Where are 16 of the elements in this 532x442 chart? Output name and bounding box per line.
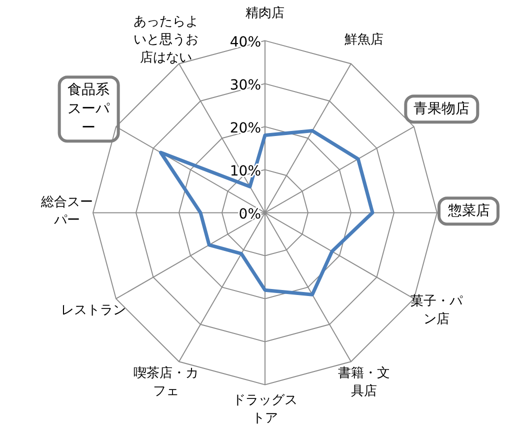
spoke-label: あったらよいと思うお店はない [134,14,198,66]
spoke-label: 青果物店 [414,101,470,118]
y-tick-label: 20% [230,120,261,137]
y-tick-label: 0% [238,206,261,223]
spoke-label: レストラン [61,302,126,318]
y-tick-label: 40% [230,34,261,51]
spoke-label: 総合スーパー [40,194,93,228]
spoke-label: 惣菜店 [447,203,490,220]
spoke-label: 菓子・パン店 [410,294,464,327]
spoke-label: 書籍・文具店 [338,366,390,400]
spoke-label: 喫茶店・カフェ [134,365,198,400]
spoke-label: ドラッグストア [232,392,298,426]
spoke-label: 鮮魚店 [344,31,384,48]
spoke-label: 食品系スーパー [67,82,110,136]
y-tick-label: 30% [230,78,261,94]
spoke-label: 精肉店 [246,4,284,21]
